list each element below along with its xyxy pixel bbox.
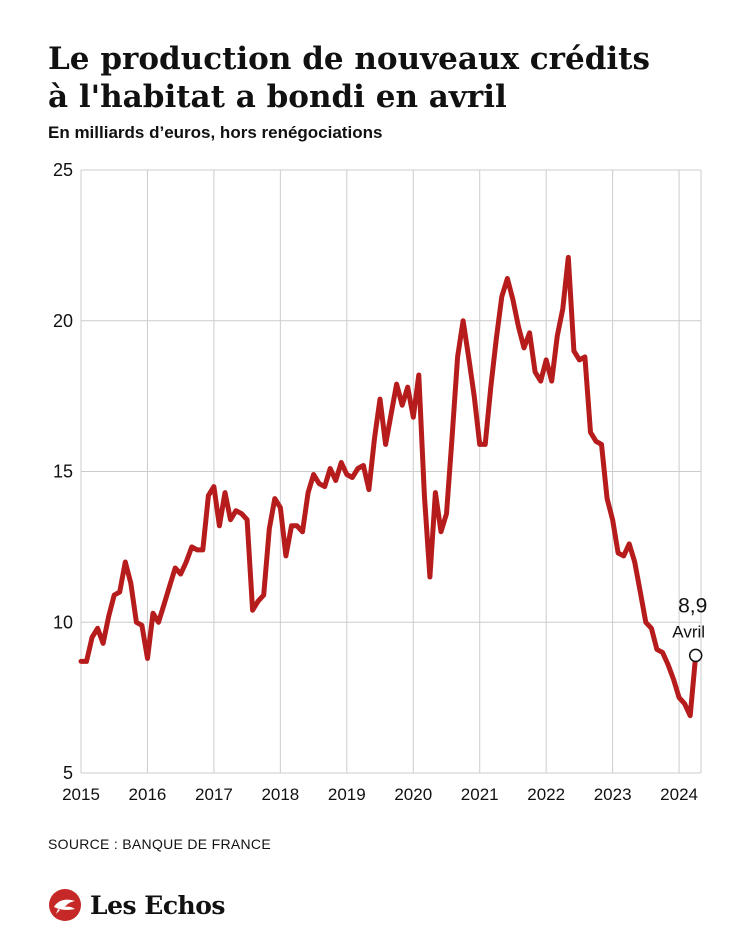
y-tick-label: 15 (53, 462, 73, 482)
x-tick-label: 2024 (660, 785, 698, 804)
title-line-2: à l'habitat a bondi en avril (48, 79, 507, 115)
annotation-label: Avril (672, 622, 705, 641)
echos-emblem-icon (49, 889, 81, 921)
x-tick-label: 2020 (394, 785, 432, 804)
y-tick-label: 25 (53, 160, 73, 180)
last-point-marker (688, 648, 703, 663)
x-tick-label: 2018 (261, 785, 299, 804)
chart-title: Le production de nouveaux crédits à l'ha… (48, 40, 728, 116)
x-tick-label: 2015 (62, 785, 100, 804)
annotation-layer: 8,9 Avril (672, 594, 707, 663)
y-axis: 5 10 15 20 25 (53, 160, 73, 783)
x-tick-label: 2022 (527, 785, 565, 804)
chart-subtitle: En milliards d’euros, hors renégociation… (48, 123, 383, 142)
series-line (78, 254, 699, 719)
annotation-value: 8,9 (678, 594, 707, 617)
x-axis: 2015 2016 2017 2018 2019 2020 2021 2022 2023 2024 (62, 785, 698, 804)
brand-logo: Les Echos (48, 888, 225, 922)
x-tick-label: 2019 (328, 785, 366, 804)
source-note: SOURCE : BANQUE DE FRANCE (48, 836, 271, 852)
title-line-1: Le production de nouveaux crédits (48, 41, 650, 77)
series-layer (78, 254, 699, 719)
brand-name: Les Echos (90, 890, 225, 920)
x-tick-label: 2016 (129, 785, 167, 804)
y-tick-label: 5 (63, 763, 73, 783)
grid-layer (80, 169, 702, 774)
x-tick-label: 2017 (195, 785, 233, 804)
y-tick-label: 20 (53, 311, 73, 331)
x-tick-label: 2023 (594, 785, 632, 804)
y-tick-label: 10 (53, 612, 73, 632)
x-tick-label: 2021 (461, 785, 499, 804)
